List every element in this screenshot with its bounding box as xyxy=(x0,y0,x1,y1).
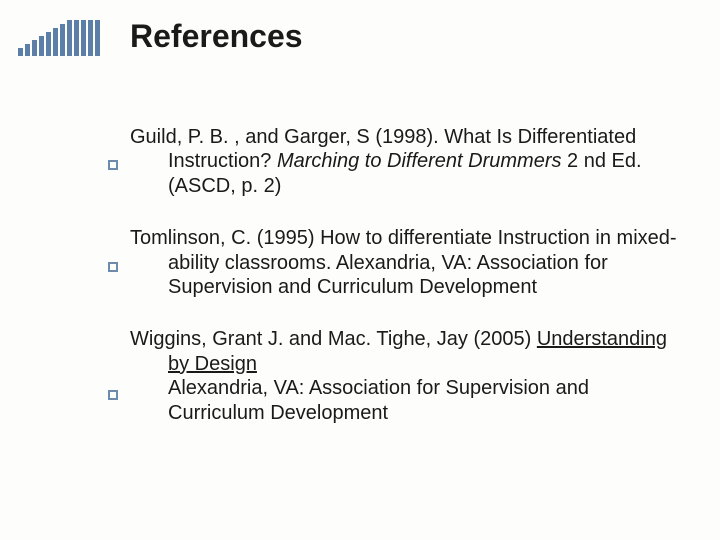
bullet-icon xyxy=(108,390,118,400)
deco-bar xyxy=(53,28,58,56)
deco-bar xyxy=(18,48,23,56)
page-title: References xyxy=(130,18,680,55)
deco-bar xyxy=(81,20,86,56)
reference-entry: Wiggins, Grant J. and Mac. Tighe, Jay (2… xyxy=(130,327,680,425)
deco-bar xyxy=(67,20,72,56)
deco-bar xyxy=(25,44,30,56)
reference-text: Curriculum Development xyxy=(130,401,680,425)
reference-text: Tomlinson, C. (1995) How to differentiat… xyxy=(130,226,680,299)
ref-text-italic: Marching to Different Drummers xyxy=(277,150,562,172)
deco-bar xyxy=(88,20,93,56)
reference-entry: Guild, P. B. , and Garger, S (1998). Wha… xyxy=(130,125,680,198)
deco-bar xyxy=(60,24,65,56)
bullet-icon xyxy=(108,262,118,272)
references-body: Guild, P. B. , and Garger, S (1998). Wha… xyxy=(130,125,680,425)
reference-text: Guild, P. B. , and Garger, S (1998). Wha… xyxy=(130,125,680,198)
decorative-bars xyxy=(18,20,100,56)
slide: References Guild, P. B. , and Garger, S … xyxy=(0,0,720,540)
deco-bar xyxy=(39,36,44,56)
reference-text: Wiggins, Grant J. and Mac. Tighe, Jay (2… xyxy=(130,327,680,376)
reference-text: Alexandria, VA: Association for Supervis… xyxy=(130,376,680,400)
ref-text-part: Wiggins, Grant J. and Mac. Tighe, Jay (2… xyxy=(130,328,537,350)
deco-bar xyxy=(32,40,37,56)
deco-bar xyxy=(46,32,51,56)
ref-text-part: Tomlinson, C. (1995) How to differentiat… xyxy=(130,227,677,298)
deco-bar xyxy=(74,20,79,56)
deco-bar xyxy=(95,20,100,56)
bullet-icon xyxy=(108,160,118,170)
reference-entry: Tomlinson, C. (1995) How to differentiat… xyxy=(130,226,680,299)
